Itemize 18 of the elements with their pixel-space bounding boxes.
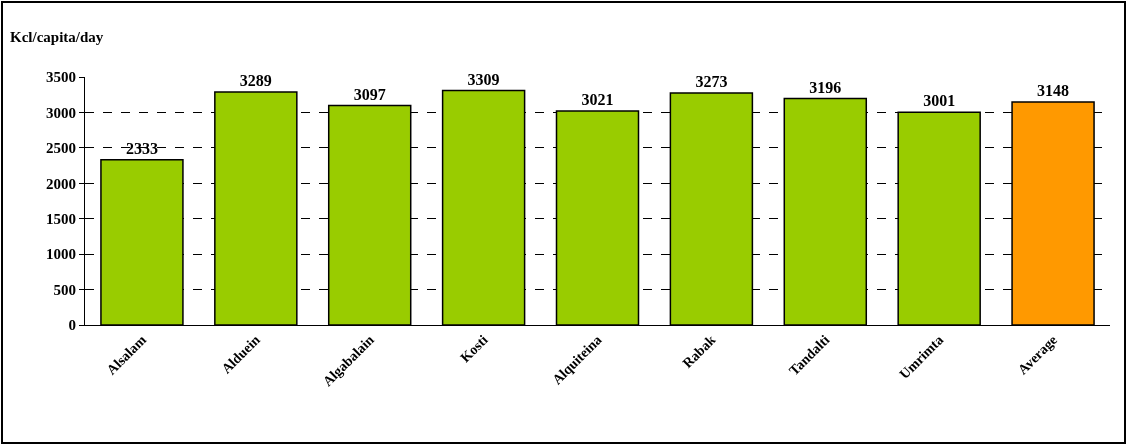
data-label: 3097: [353, 85, 386, 103]
data-label: 3289: [239, 71, 272, 89]
y-tick-label: 500: [53, 281, 76, 298]
y-tick-label: 0: [68, 317, 76, 334]
data-label: 3148: [1037, 81, 1070, 99]
data-label: 3309: [467, 70, 500, 88]
data-label: 3001: [923, 92, 956, 110]
data-label: 2333: [125, 139, 158, 157]
data-label: 3196: [809, 78, 842, 96]
y-tick-label: 1500: [46, 210, 76, 227]
data-label: 3021: [581, 90, 614, 108]
data-label: 3273: [695, 73, 728, 91]
y-tick-label: 3000: [46, 104, 76, 121]
y-tick-label: 1000: [46, 246, 76, 263]
y-tick-label: 3500: [46, 69, 76, 86]
y-tick-label: 2500: [46, 140, 76, 157]
y-tick-label: 2000: [46, 175, 76, 192]
y-axis-title: Kcl/capita/day: [10, 29, 104, 45]
